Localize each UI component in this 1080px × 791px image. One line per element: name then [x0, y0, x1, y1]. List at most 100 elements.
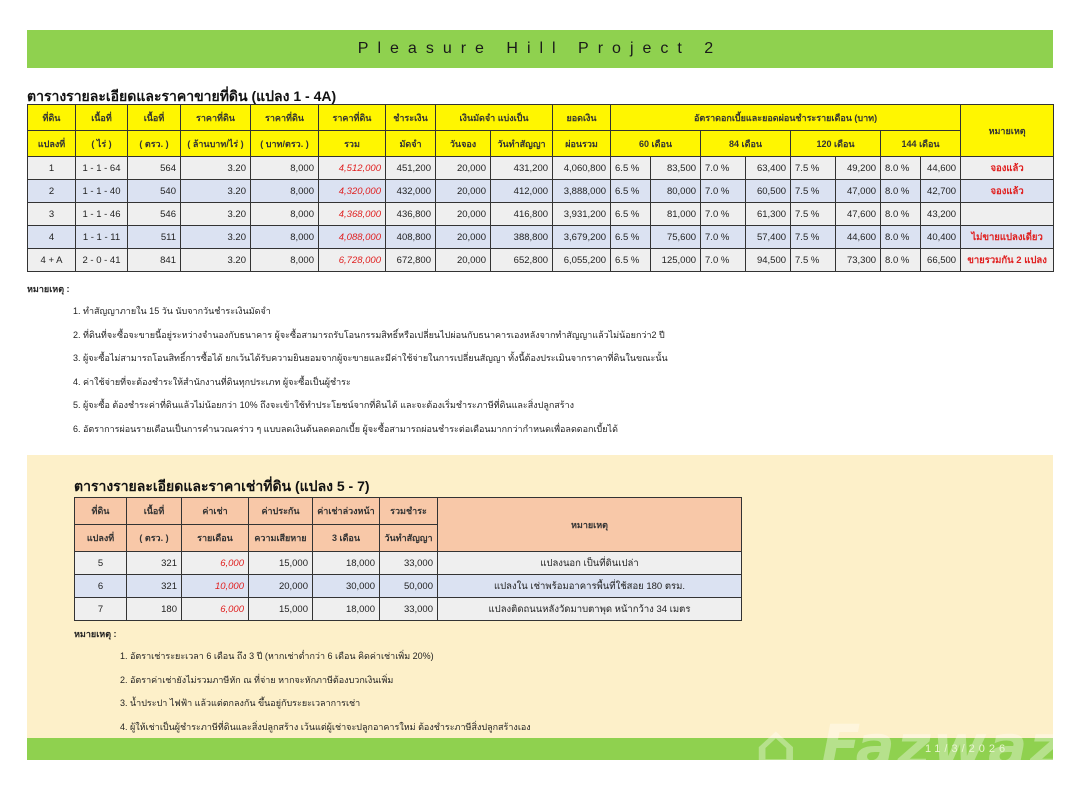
- table-cell: 66,500: [920, 248, 962, 272]
- table-cell: 20,000: [435, 156, 491, 180]
- table-cell: 8.0 %: [880, 179, 922, 203]
- table-cell: 20,000: [248, 574, 313, 598]
- table-cell: 6.5 %: [610, 202, 652, 226]
- table-cell: 20,000: [435, 202, 491, 226]
- table-cell: 388,800: [489, 225, 554, 249]
- header-plot: ที่ดิน: [27, 104, 76, 131]
- rent-header-rent-sub: รายเดือน: [181, 524, 249, 552]
- table-cell: 18,000: [312, 551, 380, 575]
- table-cell: 18,000: [312, 597, 380, 621]
- footer-date: 11/3/2026: [925, 743, 1010, 755]
- table-cell: 3,931,200: [552, 202, 612, 226]
- table-cell: 7.5 %: [790, 225, 837, 249]
- table-cell: 3.20: [180, 248, 251, 272]
- header-deposit: ชำระเงิน: [385, 104, 436, 131]
- rent-header-insurance: ค่าประกัน: [248, 497, 313, 525]
- rent-header-plot: ที่ดิน: [74, 497, 127, 525]
- remark-cell: จองแล้ว: [960, 156, 1055, 180]
- header-price-wa: ราคาที่ดิน: [250, 104, 319, 131]
- table-cell: 4,368,000: [318, 202, 386, 226]
- table-cell: 408,800: [385, 225, 436, 249]
- sale-table: ที่ดิน เนื้อที่ เนื้อที่ ราคาที่ดิน ราคา…: [27, 104, 1055, 272]
- table-cell: 47,000: [835, 179, 882, 203]
- header-price-wa-sub: ( บาท/ตรว. ): [250, 130, 319, 157]
- rent-row: 7 180 6,000 15,000 18,000 33,000 แปลงติดถนนหลั…: [74, 597, 742, 621]
- header-area-wa-sub: ( ตรว. ): [127, 130, 181, 157]
- table-cell: 4,088,000: [318, 225, 386, 249]
- table-cell: 6.5 %: [610, 179, 652, 203]
- rent-table-title: ตารางรายละเอียดและราคาเช่าที่ดิน (แปลง 5…: [74, 478, 370, 494]
- table-cell: 8,000: [250, 179, 319, 203]
- table-cell: 3.20: [180, 225, 251, 249]
- table-cell: 652,800: [489, 248, 554, 272]
- table-cell: 4: [27, 225, 76, 249]
- table-cell: 10,000: [181, 574, 249, 598]
- table-cell: 125,000: [650, 248, 702, 272]
- rent-row: 6 321 10,000 20,000 30,000 50,000 แปลงใน เช่าพ…: [74, 574, 742, 598]
- table-cell: 63,400: [745, 156, 792, 180]
- header-term-120: 120 เดือน: [790, 130, 882, 157]
- header-price-total-sub: รวม: [318, 130, 386, 157]
- table-cell: 564: [127, 156, 181, 180]
- table-cell: 8,000: [250, 248, 319, 272]
- table-cell: 20,000: [435, 248, 491, 272]
- note-item: 3. น้ำประปา ไฟฟ้า แล้วแต่ตกลงกัน ขึ้นอยู…: [120, 698, 361, 708]
- rent-notes: หมายเหตุ : 1. อัตราเช่าระยะเวลา 6 เดือน …: [74, 627, 531, 743]
- table-cell: 73,300: [835, 248, 882, 272]
- note-item: 4. ค่าใช้จ่ายที่จะต้องชำระให้สำนักงานที่…: [73, 376, 351, 387]
- header-booking: วันจอง: [435, 130, 491, 157]
- table-cell: 20,000: [435, 225, 491, 249]
- note-item: 5. ผู้จะซื้อ ต้องชำระค่าที่ดินแล้วไม่น้อ…: [73, 400, 575, 410]
- table-cell: 15,000: [248, 551, 313, 575]
- table-cell: 3.20: [180, 156, 251, 180]
- rent-header-plot-sub: แปลงที่: [74, 524, 127, 552]
- table-cell: 2 - 0 - 41: [75, 248, 128, 272]
- rent-header-insurance-sub: ความเสียหาย: [248, 524, 313, 552]
- note-item: 2. อัตราค่าเช่ายังไม่รวมภาษีหัก ณ ที่จ่า…: [120, 674, 394, 685]
- table-cell: 40,400: [920, 225, 962, 249]
- note-item: 1. อัตราเช่าระยะเวลา 6 เดือน ถึง 3 ปี (ห…: [120, 651, 434, 661]
- table-cell: 8.0 %: [880, 202, 922, 226]
- header-area-rai-sub: ( ไร่ ): [75, 130, 128, 157]
- table-cell: 7.0 %: [700, 248, 747, 272]
- table-cell: 50,000: [379, 574, 438, 598]
- table-cell: 1: [27, 156, 76, 180]
- table-cell: 2: [27, 179, 76, 203]
- header-remark: หมายเหตุ: [960, 104, 1055, 157]
- header-contract: วันทำสัญญา: [489, 130, 554, 157]
- header-price-mrai: ราคาที่ดิน: [180, 104, 251, 131]
- table-cell: 7.0 %: [700, 179, 747, 203]
- table-cell: 6.5 %: [610, 156, 652, 180]
- table-cell: 75,600: [650, 225, 702, 249]
- table-cell: 7.5 %: [790, 156, 837, 180]
- table-cell: 6,000: [181, 551, 249, 575]
- table-cell: 451,200: [385, 156, 436, 180]
- sale-notes: หมายเหตุ : 1. ทำสัญญาภายใน 15 วัน นับจาก…: [27, 282, 668, 445]
- rent-header-total-sub: วันทำสัญญา: [379, 524, 438, 552]
- table-cell: 61,300: [745, 202, 792, 226]
- table-cell: 3: [27, 202, 76, 226]
- table-cell: 4 + A: [27, 248, 76, 272]
- header-balance-sub: ผ่อนรวม: [552, 130, 612, 157]
- table-cell: 8,000: [250, 225, 319, 249]
- table-cell: 20,000: [435, 179, 491, 203]
- table-cell: 321: [126, 551, 182, 575]
- remark-cell: แปลงใน เช่าพร้อมอาคารพื้นที่ใช้สอย 180 ต…: [437, 574, 742, 598]
- table-cell: 1 - 1 - 11: [75, 225, 128, 249]
- table-cell: 30,000: [312, 574, 380, 598]
- note-item: 1. ทำสัญญาภายใน 15 วัน นับจากวันชำระเงิน…: [73, 306, 271, 316]
- table-cell: 6,000: [181, 597, 249, 621]
- table-cell: 540: [127, 179, 181, 203]
- table-cell: 4,320,000: [318, 179, 386, 203]
- table-cell: 43,200: [920, 202, 962, 226]
- table-cell: 3.20: [180, 179, 251, 203]
- table-cell: 431,200: [489, 156, 554, 180]
- table-cell: 33,000: [379, 551, 438, 575]
- rent-header-rent: ค่าเช่า: [181, 497, 249, 525]
- rent-notes-label: หมายเหตุ :: [74, 629, 117, 639]
- table-cell: 7.0 %: [700, 225, 747, 249]
- table-cell: 4,060,800: [552, 156, 612, 180]
